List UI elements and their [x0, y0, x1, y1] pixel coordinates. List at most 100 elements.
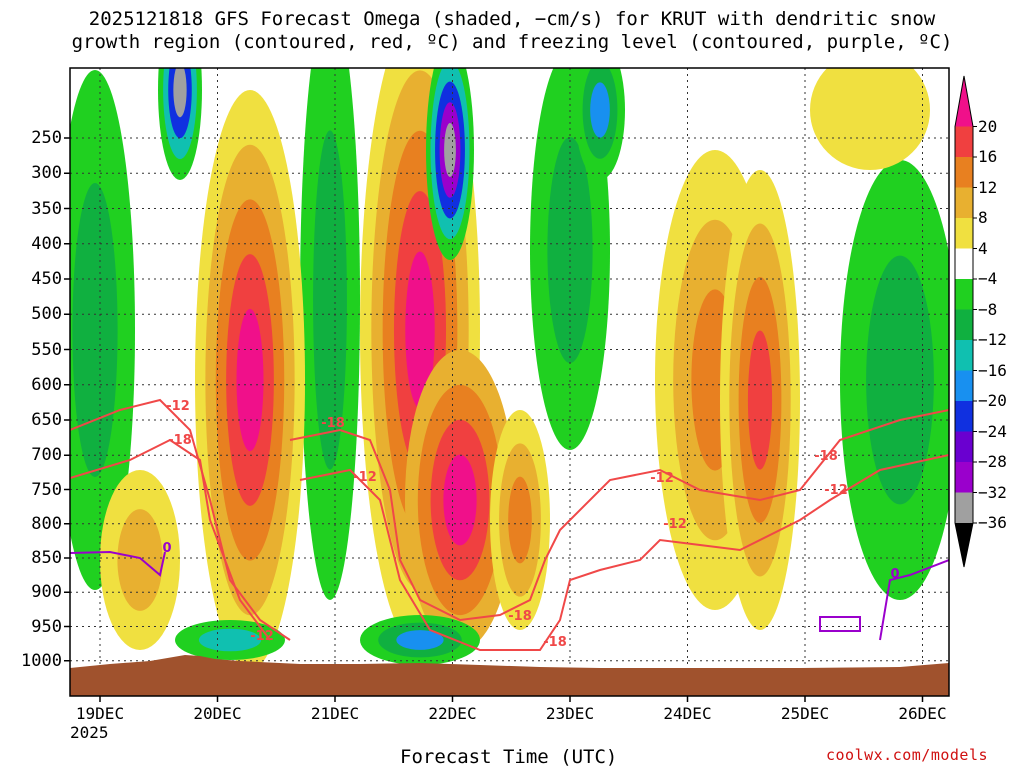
- dendritic-contour: [299, 454, 949, 651]
- y-tick-label: 850: [31, 548, 62, 568]
- omega-shade: [590, 82, 610, 138]
- colorbar-swatch: [955, 462, 973, 493]
- y-tick-label: 750: [31, 479, 62, 500]
- x-tick-label: 22DEC: [428, 704, 477, 723]
- freezing-contour-label: 0: [162, 541, 171, 556]
- axis-ticks: [64, 137, 924, 702]
- dendritic-contour-label: -12: [166, 399, 190, 414]
- omega-shade: [313, 130, 347, 470]
- colorbar-swatch: [955, 187, 973, 218]
- colorbar-label: −24: [978, 421, 1007, 441]
- colorbar-swatch: [955, 431, 973, 462]
- colorbar-arrow-top: [955, 76, 973, 127]
- colorbar-label: −20: [978, 391, 1007, 410]
- dendritic-contour-label: -18: [321, 416, 345, 431]
- dendritic-contour-label: -18: [814, 449, 838, 464]
- x-tick-label: 25DEC: [780, 704, 830, 723]
- y-tick-label: 500: [31, 304, 62, 325]
- colorbar-swatch: [955, 126, 973, 157]
- dendritic-contour: [289, 409, 949, 622]
- colorbar-swatch: [955, 492, 973, 523]
- omega-shade: [836, 76, 904, 144]
- colorbar: [954, 75, 977, 568]
- colorbar-label: −28: [978, 452, 1007, 471]
- omega-shade: [72, 183, 118, 477]
- x-tick-label: 21DEC: [310, 704, 360, 723]
- grid-lines: [70, 68, 949, 696]
- omega-shade: [396, 630, 444, 650]
- y-tick-label: 550: [31, 339, 62, 360]
- plot-frame: [69, 67, 950, 697]
- y-tick-label: 350: [31, 198, 62, 219]
- colorbar-label: −16: [978, 360, 1007, 380]
- dendritic-contour-label: -18: [508, 609, 532, 624]
- omega-shading: [70, 68, 949, 670]
- y-tick-label: 300: [31, 163, 62, 184]
- dendritic-contour-label: -12: [824, 483, 848, 498]
- y-tick-label: 800: [31, 513, 62, 534]
- colorbar-label: −36: [978, 513, 1007, 532]
- colorbar-label: −4: [978, 269, 998, 288]
- dendritic-contour: [70, 438, 271, 641]
- y-tick-label: 1000: [21, 650, 62, 671]
- x-axis-title: Forecast Time (UTC): [400, 746, 618, 768]
- colorbar-label: 8: [978, 208, 988, 227]
- x-tick-label: 26DEC: [898, 704, 947, 723]
- omega-shade: [405, 251, 435, 409]
- omega-shade: [443, 454, 477, 546]
- colorbar-label: 12: [978, 177, 998, 197]
- freezing-level-contour: [819, 616, 861, 632]
- source-credit: coolwx.com/models: [826, 746, 989, 764]
- dendritic-contour-label: -18: [543, 635, 567, 650]
- dendritic-contour-label: -12: [663, 517, 687, 532]
- colorbar-label: 4: [978, 238, 988, 258]
- omega-shade: [198, 628, 262, 652]
- y-tick-label: 950: [31, 616, 62, 637]
- x-tick-label: 24DEC: [663, 704, 712, 723]
- y-tick-label: 700: [31, 445, 62, 466]
- x-tick-label: 23DEC: [545, 704, 595, 723]
- colorbar-arrow-bottom: [955, 523, 973, 567]
- omega-shade: [117, 509, 163, 611]
- x-tick-label: 19DEC: [75, 704, 125, 723]
- y-tick-label: 450: [31, 269, 62, 289]
- colorbar-label: 16: [978, 147, 998, 166]
- dendritic-contour-label: -12: [650, 471, 674, 486]
- omega-shade: [444, 123, 456, 177]
- colorbar-swatch: [955, 157, 973, 188]
- chart-title-line-2: growth region (contoured, red, ºC) and f…: [71, 31, 953, 53]
- y-tick-label: 600: [31, 374, 62, 395]
- y-tick-label: 900: [31, 582, 62, 603]
- colorbar-swatch: [955, 340, 973, 371]
- freezing-contour-label: 0: [890, 567, 899, 582]
- freezing-level-contour: [879, 559, 949, 641]
- colorbar-label: −8: [978, 299, 998, 319]
- y-tick-label: 650: [31, 410, 62, 430]
- terrain-surface: [70, 655, 949, 696]
- y-tick-label: 250: [31, 128, 62, 148]
- omega-shade: [173, 68, 187, 118]
- y-tick-label: 400: [31, 233, 62, 254]
- colorbar-swatch: [955, 370, 973, 401]
- freezing-level-contour: [70, 550, 166, 577]
- colorbar-swatch: [955, 309, 973, 340]
- chart-title-line-1: 2025121818 GFS Forecast Omega (shaded, −…: [88, 8, 936, 30]
- dendritic-contour-label: -12: [353, 470, 377, 485]
- colorbar-swatch: [955, 401, 973, 432]
- x-axis-year-label: 2025: [70, 723, 109, 742]
- dendritic-contour-label: -18: [168, 433, 192, 448]
- colorbar-label: 20: [978, 116, 998, 136]
- colorbar-swatch: [955, 279, 973, 310]
- omega-shade: [236, 308, 264, 452]
- contours: -12 -18 -18 -12 -12 -18 -18 -12 -12 -18 -12 0 0: [70, 398, 949, 651]
- dendritic-contour-label: -12: [250, 629, 274, 644]
- colorbar-swatch: [955, 218, 973, 249]
- omega-shade: [866, 255, 934, 505]
- omega-shade: [747, 330, 773, 470]
- colorbar-swatch: [955, 248, 973, 279]
- colorbar-label: −32: [978, 482, 1007, 502]
- omega-shade: [508, 476, 532, 564]
- x-tick-label: 20DEC: [193, 704, 242, 723]
- colorbar-label: −12: [978, 330, 1007, 349]
